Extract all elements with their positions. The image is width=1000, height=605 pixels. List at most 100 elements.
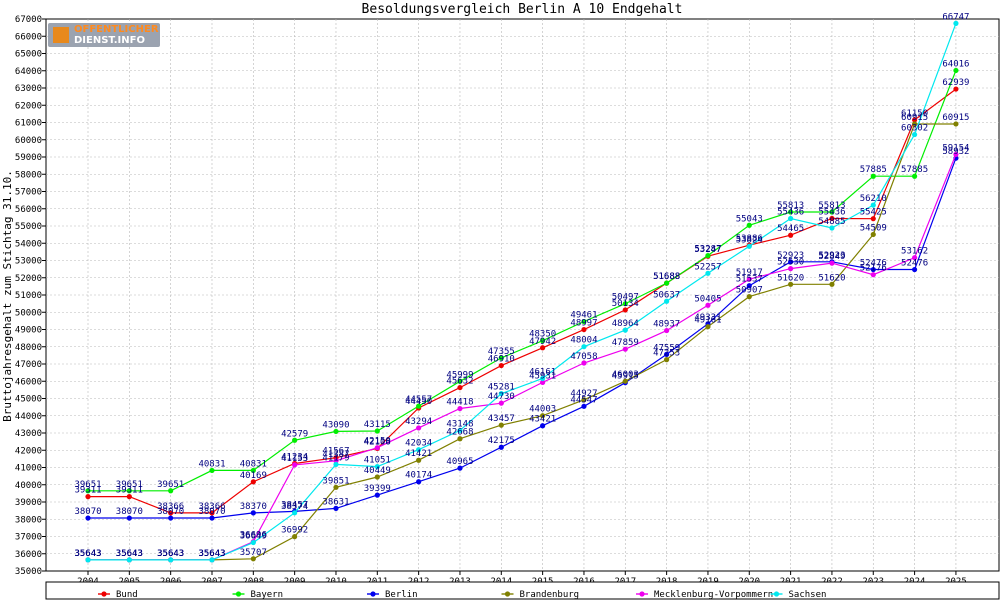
data-label-bund: 50134 [612, 299, 639, 309]
legend-label-bayern: Bayern [251, 590, 284, 600]
data-label-mecklenburg-vorpommern: 44730 [488, 392, 515, 402]
data-label-berlin: 52476 [901, 259, 928, 269]
data-label-berlin: 40174 [405, 471, 432, 481]
legend-marker-berlin [370, 591, 376, 597]
data-label-berlin: 38370 [240, 502, 267, 512]
data-point-sachsen [829, 225, 835, 231]
data-label-berlin: 39399 [364, 484, 391, 494]
data-label-sachsen: 35643 [116, 549, 143, 559]
legend-label-mecklenburg-vorpommern: Mecklenburg-Vorpommern [654, 590, 773, 600]
data-point-bund [126, 494, 132, 500]
data-label-bayern: 57885 [860, 165, 887, 175]
data-label-bayern: 48350 [529, 330, 556, 340]
legend-box [45, 581, 1000, 600]
data-point-mecklenburg-vorpommern [953, 151, 959, 157]
data-label-brandenburg: 46003 [612, 370, 639, 380]
data-point-sachsen [457, 427, 463, 434]
data-label-bund: 61150 [901, 109, 928, 119]
y-tick-label: 44000 [15, 412, 42, 422]
data-label-sachsen: 35643 [198, 549, 225, 559]
y-tick-label: 56000 [15, 205, 42, 215]
y-tick-label: 48000 [15, 343, 42, 353]
data-point-mecklenburg-vorpommern [416, 425, 422, 431]
data-label-mecklenburg-vorpommern: 42150 [364, 437, 391, 447]
y-tick-label: 65000 [15, 50, 42, 60]
data-label-brandenburg: 44927 [570, 389, 597, 399]
y-tick-label: 38000 [15, 515, 42, 525]
y-tick-label: 47000 [15, 360, 42, 370]
data-point-sachsen [292, 510, 298, 516]
data-label-sachsen: 41051 [364, 456, 391, 466]
data-label-mecklenburg-vorpommern: 52849 [818, 252, 845, 262]
data-point-mecklenburg-vorpommern [333, 458, 339, 464]
y-tick-label: 43000 [15, 429, 42, 439]
data-point-bayern [622, 301, 628, 307]
data-label-berlin: 51537 [736, 275, 763, 285]
data-label-berlin: 42175 [488, 436, 515, 446]
data-label-mecklenburg-vorpommern: 47058 [570, 352, 597, 362]
data-label-sachsen: 53824 [736, 235, 763, 245]
data-point-brandenburg [870, 231, 876, 238]
y-tick-label: 61000 [15, 119, 42, 129]
data-point-mecklenburg-vorpommern [581, 360, 587, 366]
data-point-berlin [457, 465, 463, 471]
data-point-bund [168, 510, 174, 516]
y-tick-label: 66000 [15, 32, 42, 42]
y-tick-label: 53000 [15, 257, 42, 267]
data-point-sachsen [168, 557, 174, 563]
data-point-sachsen [416, 447, 422, 453]
data-label-bayern: 64016 [942, 59, 969, 69]
data-point-berlin [540, 423, 546, 429]
data-point-berlin [664, 351, 670, 357]
data-label-sachsen: 66747 [942, 12, 969, 22]
data-point-sachsen [126, 557, 132, 563]
data-label-berlin: 38070 [198, 507, 225, 517]
data-point-bayern [126, 488, 132, 494]
data-point-brandenburg [540, 413, 546, 419]
data-label-bayern: 39651 [74, 480, 101, 490]
data-point-bayern [953, 67, 959, 74]
data-label-mecklenburg-vorpommern: 50405 [694, 294, 721, 304]
data-point-bayern [333, 428, 339, 435]
data-label-mecklenburg-vorpommern: 43294 [405, 417, 432, 427]
data-label-mecklenburg-vorpommern: 41153 [281, 454, 308, 464]
data-point-mecklenburg-vorpommern [622, 346, 628, 352]
data-label-bayern: 43090 [322, 420, 349, 430]
data-point-bayern [416, 403, 422, 409]
data-label-mecklenburg-vorpommern: 35643 [198, 549, 225, 559]
data-point-brandenburg [374, 474, 380, 480]
data-label-bayern: 43115 [364, 420, 391, 430]
data-point-mecklenburg-vorpommern [788, 266, 794, 272]
series-line-bund [88, 88, 957, 514]
y-tick-label: 40000 [15, 481, 42, 491]
y-tick-label: 42000 [15, 446, 42, 456]
data-point-sachsen [581, 344, 587, 350]
data-point-berlin [85, 515, 91, 521]
data-label-mecklenburg-vorpommern: 52530 [777, 258, 804, 268]
legend-label-berlin: Berlin [385, 590, 418, 600]
data-point-bayern [374, 428, 380, 434]
data-label-sachsen: 48004 [570, 336, 597, 346]
data-label-berlin: 38070 [157, 507, 184, 517]
data-point-brandenburg [292, 534, 298, 540]
data-label-berlin: 52923 [818, 251, 845, 261]
data-point-brandenburg [333, 484, 339, 490]
data-point-bayern [250, 467, 256, 474]
data-label-bund: 53247 [694, 245, 721, 255]
data-label-bund: 55436 [818, 207, 845, 217]
data-point-bund [209, 510, 215, 516]
data-label-bund: 39311 [74, 486, 101, 496]
data-label-bayern: 42579 [281, 429, 308, 439]
data-point-sachsen [664, 298, 670, 304]
data-label-mecklenburg-vorpommern: 59154 [942, 143, 969, 153]
data-label-bayern: 44557 [405, 395, 432, 405]
data-point-brandenburg [746, 294, 752, 300]
data-label-berlin: 49331 [694, 313, 721, 323]
data-label-sachsen: 54885 [818, 217, 845, 227]
data-point-sachsen [250, 539, 256, 546]
data-point-mecklenburg-vorpommern [374, 445, 380, 451]
data-point-sachsen [209, 557, 215, 563]
data-label-mecklenburg-vorpommern: 48937 [653, 320, 680, 330]
data-point-bund [498, 362, 504, 369]
data-point-brandenburg [664, 357, 670, 363]
